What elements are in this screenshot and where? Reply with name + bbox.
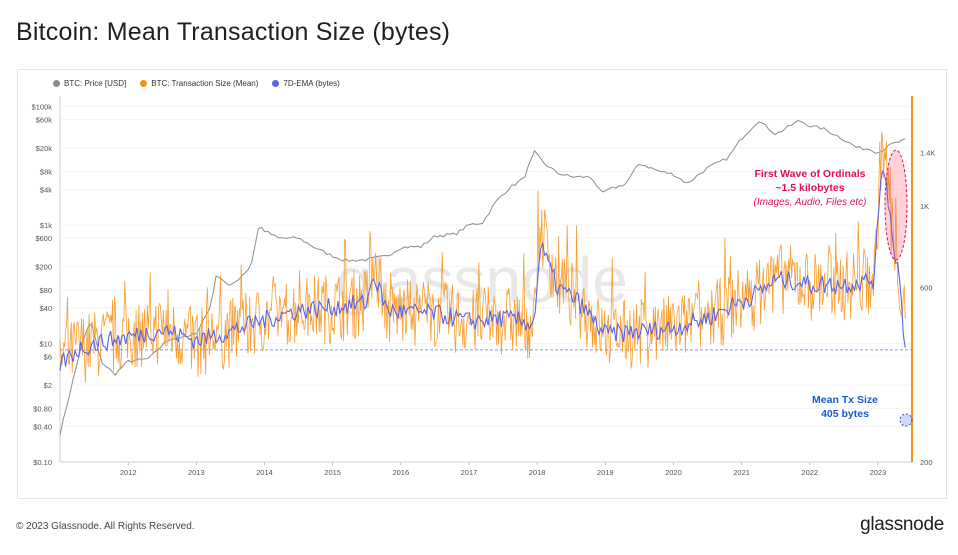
legend: BTC: Price [USD] BTC: Transaction Size (…	[53, 79, 340, 88]
x-tick-label: 2019	[597, 468, 614, 477]
x-tick-label: 2014	[256, 468, 273, 477]
x-tick-label: 2012	[120, 468, 137, 477]
mean-label-2: 405 bytes	[821, 408, 869, 420]
x-tick-label: 2013	[188, 468, 205, 477]
legend-dot-ema	[272, 80, 280, 87]
series-line-7d-ema-bytes	[59, 169, 906, 371]
page-title: Bitcoin: Mean Transaction Size (bytes)	[16, 18, 451, 46]
series-line-btc-price-usd	[59, 120, 906, 436]
y-left-tick-label: $2	[44, 381, 52, 390]
ordinals-highlight	[884, 149, 908, 261]
y-left-tick-label: $10	[39, 339, 52, 348]
footer-logo: glassnode	[860, 514, 944, 535]
ordinals-label-1: First Wave of Ordinals	[754, 168, 865, 180]
x-tick-label: 2017	[461, 468, 478, 477]
x-tick-label: 2020	[665, 468, 682, 477]
mean-label-1: Mean Tx Size	[812, 394, 878, 406]
y-left-tick-label: $1k	[40, 221, 52, 230]
x-tick-label: 2021	[733, 468, 750, 477]
x-tick-label: 2018	[529, 468, 546, 477]
legend-label-price: BTC: Price [USD]	[64, 79, 127, 88]
y-left-tick-label: $80	[39, 286, 52, 295]
ordinals-label-2: ~1.5 kilobytes	[775, 182, 844, 194]
x-tick-label: 2016	[392, 468, 409, 477]
x-tick-label: 2023	[870, 468, 887, 477]
y-left-tick-label: $60k	[36, 116, 53, 125]
axes: $100k $60k $20k $8k $4k $1k $600 $200 $80 $40 $10 $…	[32, 96, 935, 477]
y-left-tick-label: $40	[39, 304, 52, 313]
y-left-tick-label: $8k	[40, 167, 52, 176]
mean-highlight	[899, 413, 913, 427]
legend-label-tx-size: BTC: Transaction Size (Mean)	[151, 79, 259, 88]
series-group	[59, 120, 912, 436]
legend-item-ema[interactable]: 7D-EMA (bytes)	[272, 79, 340, 88]
y-right-tick-label: 600	[920, 283, 933, 292]
y-left-tick-label: $20k	[36, 144, 53, 153]
y-left-tick-label: $6	[44, 353, 52, 362]
y-left-tick-label: $100k	[32, 102, 53, 111]
y-right-tick-label: 1K	[920, 202, 929, 211]
y-left-tick-label: $0.40	[33, 422, 52, 431]
chart-frame	[17, 69, 947, 499]
annotations: First Wave of Ordinals ~1.5 kilobytes (I…	[753, 149, 913, 427]
x-tick-label: 2015	[324, 468, 341, 477]
legend-dot-price	[53, 80, 60, 87]
legend-dot-tx-size	[140, 80, 148, 87]
series-line-btc-transaction-size-mean	[59, 131, 906, 383]
legend-label-ema: 7D-EMA (bytes)	[283, 79, 340, 88]
ordinals-label-3: (Images, Audio, Files etc)	[753, 197, 866, 208]
y-left-tick-label: $0.10	[33, 458, 52, 467]
y-left-tick-label: $0.80	[33, 404, 52, 413]
y-left-tick-label: $4k	[40, 185, 52, 194]
y-left-tick-label: $200	[35, 262, 52, 271]
x-tick-label: 2022	[801, 468, 818, 477]
y-right-tick-label: 200	[920, 458, 933, 467]
legend-item-price[interactable]: BTC: Price [USD]	[53, 79, 126, 88]
legend-item-tx-size[interactable]: BTC: Transaction Size (Mean)	[140, 79, 258, 88]
y-right-tick-label: 1.4K	[920, 149, 935, 158]
footer-copyright: © 2023 Glassnode. All Rights Reserved.	[16, 521, 195, 532]
y-left-tick-label: $600	[35, 234, 52, 243]
